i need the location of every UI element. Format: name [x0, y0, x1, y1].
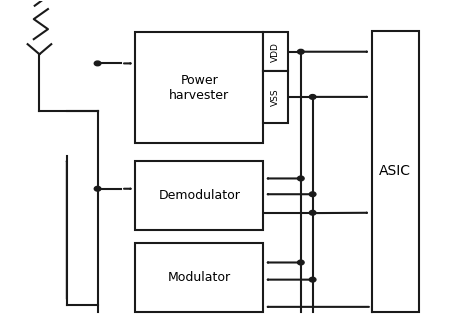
- Bar: [263, 71, 288, 123]
- Bar: [136, 243, 263, 312]
- Bar: [263, 33, 288, 71]
- Circle shape: [94, 61, 101, 66]
- Circle shape: [310, 277, 316, 282]
- Text: Demodulator: Demodulator: [158, 189, 240, 202]
- Circle shape: [310, 192, 316, 197]
- Bar: [136, 33, 263, 143]
- Text: ASIC: ASIC: [379, 164, 411, 178]
- Circle shape: [310, 210, 316, 215]
- Text: Modulator: Modulator: [168, 271, 231, 284]
- Bar: [136, 161, 263, 230]
- Circle shape: [94, 186, 101, 191]
- Text: VSS: VSS: [271, 88, 280, 106]
- Circle shape: [298, 176, 304, 181]
- Circle shape: [298, 260, 304, 265]
- Bar: [372, 31, 419, 312]
- Circle shape: [310, 94, 316, 99]
- Text: Power
harvester: Power harvester: [169, 74, 229, 102]
- Text: VDD: VDD: [271, 42, 280, 62]
- Circle shape: [298, 49, 304, 54]
